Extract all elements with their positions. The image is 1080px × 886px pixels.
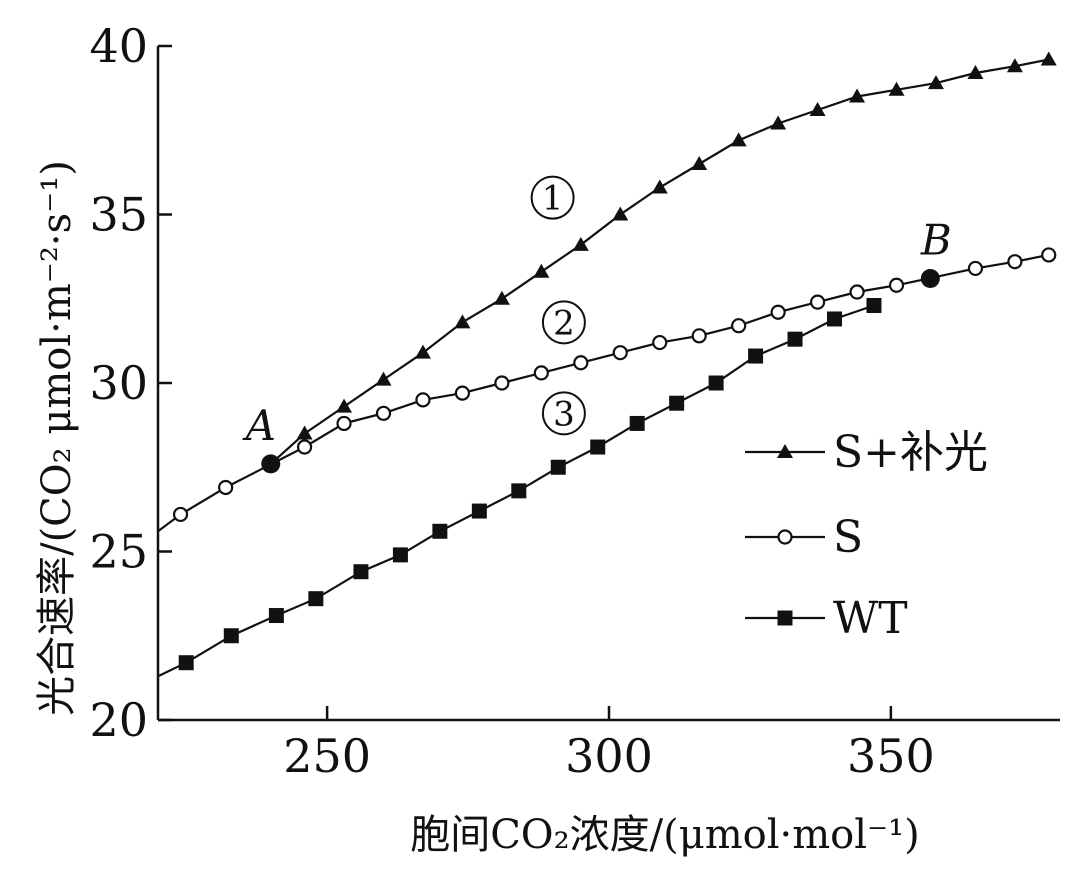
y-tick-label: 20: [89, 693, 148, 747]
data-point: [748, 348, 764, 364]
data-point: [967, 64, 984, 79]
data-point: [471, 503, 487, 519]
data-point: [533, 263, 550, 278]
data-point: [691, 328, 707, 344]
data-point: [809, 102, 826, 117]
ticks: 20 25 30 35 40 250 300 350: [89, 19, 934, 783]
data-point: [669, 395, 685, 411]
point-b: [920, 269, 940, 289]
x-tick-label: 300: [565, 729, 653, 783]
data-point: [787, 331, 803, 347]
series-line: [157, 253, 1049, 533]
data-point: [927, 75, 944, 90]
curve-label-3: 3: [553, 394, 575, 434]
data-point: [296, 425, 313, 440]
data-point: [708, 375, 724, 391]
data-point: [1041, 247, 1057, 263]
data-point: [866, 297, 882, 313]
data-point: [454, 385, 471, 401]
y-tick-label: 40: [89, 19, 148, 73]
data-point: [178, 655, 194, 671]
curve-label-circle-1: [530, 175, 575, 220]
x-tick-label: 250: [283, 729, 371, 783]
data-point: [888, 277, 905, 293]
point-label-a: A: [242, 401, 276, 450]
series: [157, 51, 1057, 678]
point-label-b: B: [920, 216, 952, 265]
y-tick-label: 30: [89, 356, 148, 410]
data-point: [414, 344, 431, 359]
annotations: A B 1 2 3: [242, 175, 952, 474]
data-point: [590, 439, 606, 455]
legend-marker: [777, 529, 793, 545]
data-point: [511, 483, 527, 499]
data-point: [809, 294, 826, 310]
y-axis-title: 光合速率/(CO₂ μmol·m⁻²·s⁻¹): [34, 160, 80, 716]
data-point: [493, 290, 510, 305]
data-point: [770, 304, 786, 320]
curve-label-1: 1: [542, 179, 564, 219]
data-point: [494, 375, 510, 391]
data-point: [1040, 51, 1057, 66]
data-point: [572, 236, 589, 251]
x-axis-title: 胞间CO₂浓度/(μmol·mol⁻¹): [410, 812, 920, 858]
series-3: [157, 297, 882, 678]
data-point: [533, 365, 549, 381]
legend-marker: [777, 444, 793, 458]
data-point: [392, 547, 408, 563]
point-a: [261, 454, 281, 474]
curve-label-2: 2: [553, 303, 575, 343]
curve-label-circle-2: [541, 300, 586, 345]
data-point: [375, 371, 392, 386]
data-point: [1006, 58, 1023, 73]
y-tick-label: 35: [89, 188, 148, 242]
data-point: [1007, 254, 1023, 270]
legend-label: WT: [833, 593, 908, 644]
data-point: [691, 155, 708, 170]
data-point: [827, 311, 842, 327]
data-point: [415, 392, 431, 408]
series-1: [270, 51, 1057, 465]
data-point: [296, 439, 313, 455]
data-point: [573, 355, 589, 371]
data-point: [849, 284, 865, 300]
axes: [156, 46, 1060, 722]
data-point: [353, 564, 369, 580]
data-point: [731, 318, 747, 334]
data-point: [550, 459, 566, 475]
y-tick-label: 25: [89, 525, 148, 579]
data-point: [336, 415, 352, 432]
data-point: [432, 523, 448, 539]
data-point: [651, 179, 668, 194]
data-point: [218, 479, 234, 496]
data-point: [770, 115, 787, 130]
legend: S+补光 S WT: [745, 427, 988, 644]
curve-label-circle-3: [541, 391, 586, 436]
series-2: [157, 247, 1057, 533]
data-point: [223, 628, 239, 644]
data-point: [336, 398, 353, 413]
x-tick-label: 350: [847, 729, 935, 783]
data-point: [308, 591, 324, 607]
data-point: [629, 415, 645, 431]
data-point: [849, 88, 866, 103]
legend-marker: [777, 610, 793, 626]
data-point: [454, 314, 471, 329]
data-point: [172, 506, 189, 523]
legend-label: S: [833, 512, 863, 563]
data-point: [967, 260, 984, 277]
data-point: [268, 608, 284, 624]
data-point: [612, 345, 628, 361]
data-point: [612, 206, 629, 221]
data-point: [652, 334, 668, 351]
data-point: [375, 405, 392, 421]
legend-label: S+补光: [833, 427, 988, 478]
data-point: [730, 132, 747, 147]
data-point: [888, 81, 905, 96]
